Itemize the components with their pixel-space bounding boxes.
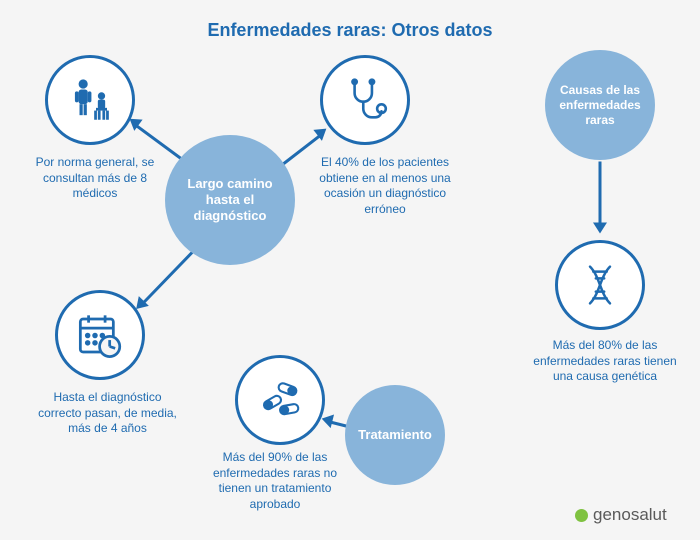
dna-icon bbox=[555, 240, 645, 330]
calendar-icon bbox=[55, 290, 145, 380]
hub-treatment: Tratamiento bbox=[345, 385, 445, 485]
stethoscope-icon bbox=[320, 55, 410, 145]
caption-dna: Más del 80% de las enfermedades raras ti… bbox=[525, 338, 685, 385]
hub-diagnosis: Largo camino hasta el diagnóstico bbox=[165, 135, 295, 265]
caption-stethoscope: El 40% de los pacientes obtiene en al me… bbox=[310, 155, 460, 217]
arrow-head bbox=[593, 223, 607, 234]
doctor-icon bbox=[45, 55, 135, 145]
arrow bbox=[599, 162, 602, 227]
caption-pills: Más del 90% de las enfermedades raras no… bbox=[200, 450, 350, 512]
page-title: Enfermedades raras: Otros datos bbox=[0, 20, 700, 41]
hub-causes: Causas de las enfermedades raras bbox=[545, 50, 655, 160]
caption-doctor: Por norma general, se consultan más de 8… bbox=[30, 155, 160, 202]
pills-icon bbox=[235, 355, 325, 445]
arrow bbox=[141, 250, 194, 305]
brand-logo: genosalut bbox=[575, 505, 667, 525]
logo-dot-icon bbox=[575, 509, 588, 522]
caption-calendar: Hasta el diagnóstico correcto pasan, de … bbox=[35, 390, 180, 437]
logo-text: genosalut bbox=[593, 505, 667, 525]
